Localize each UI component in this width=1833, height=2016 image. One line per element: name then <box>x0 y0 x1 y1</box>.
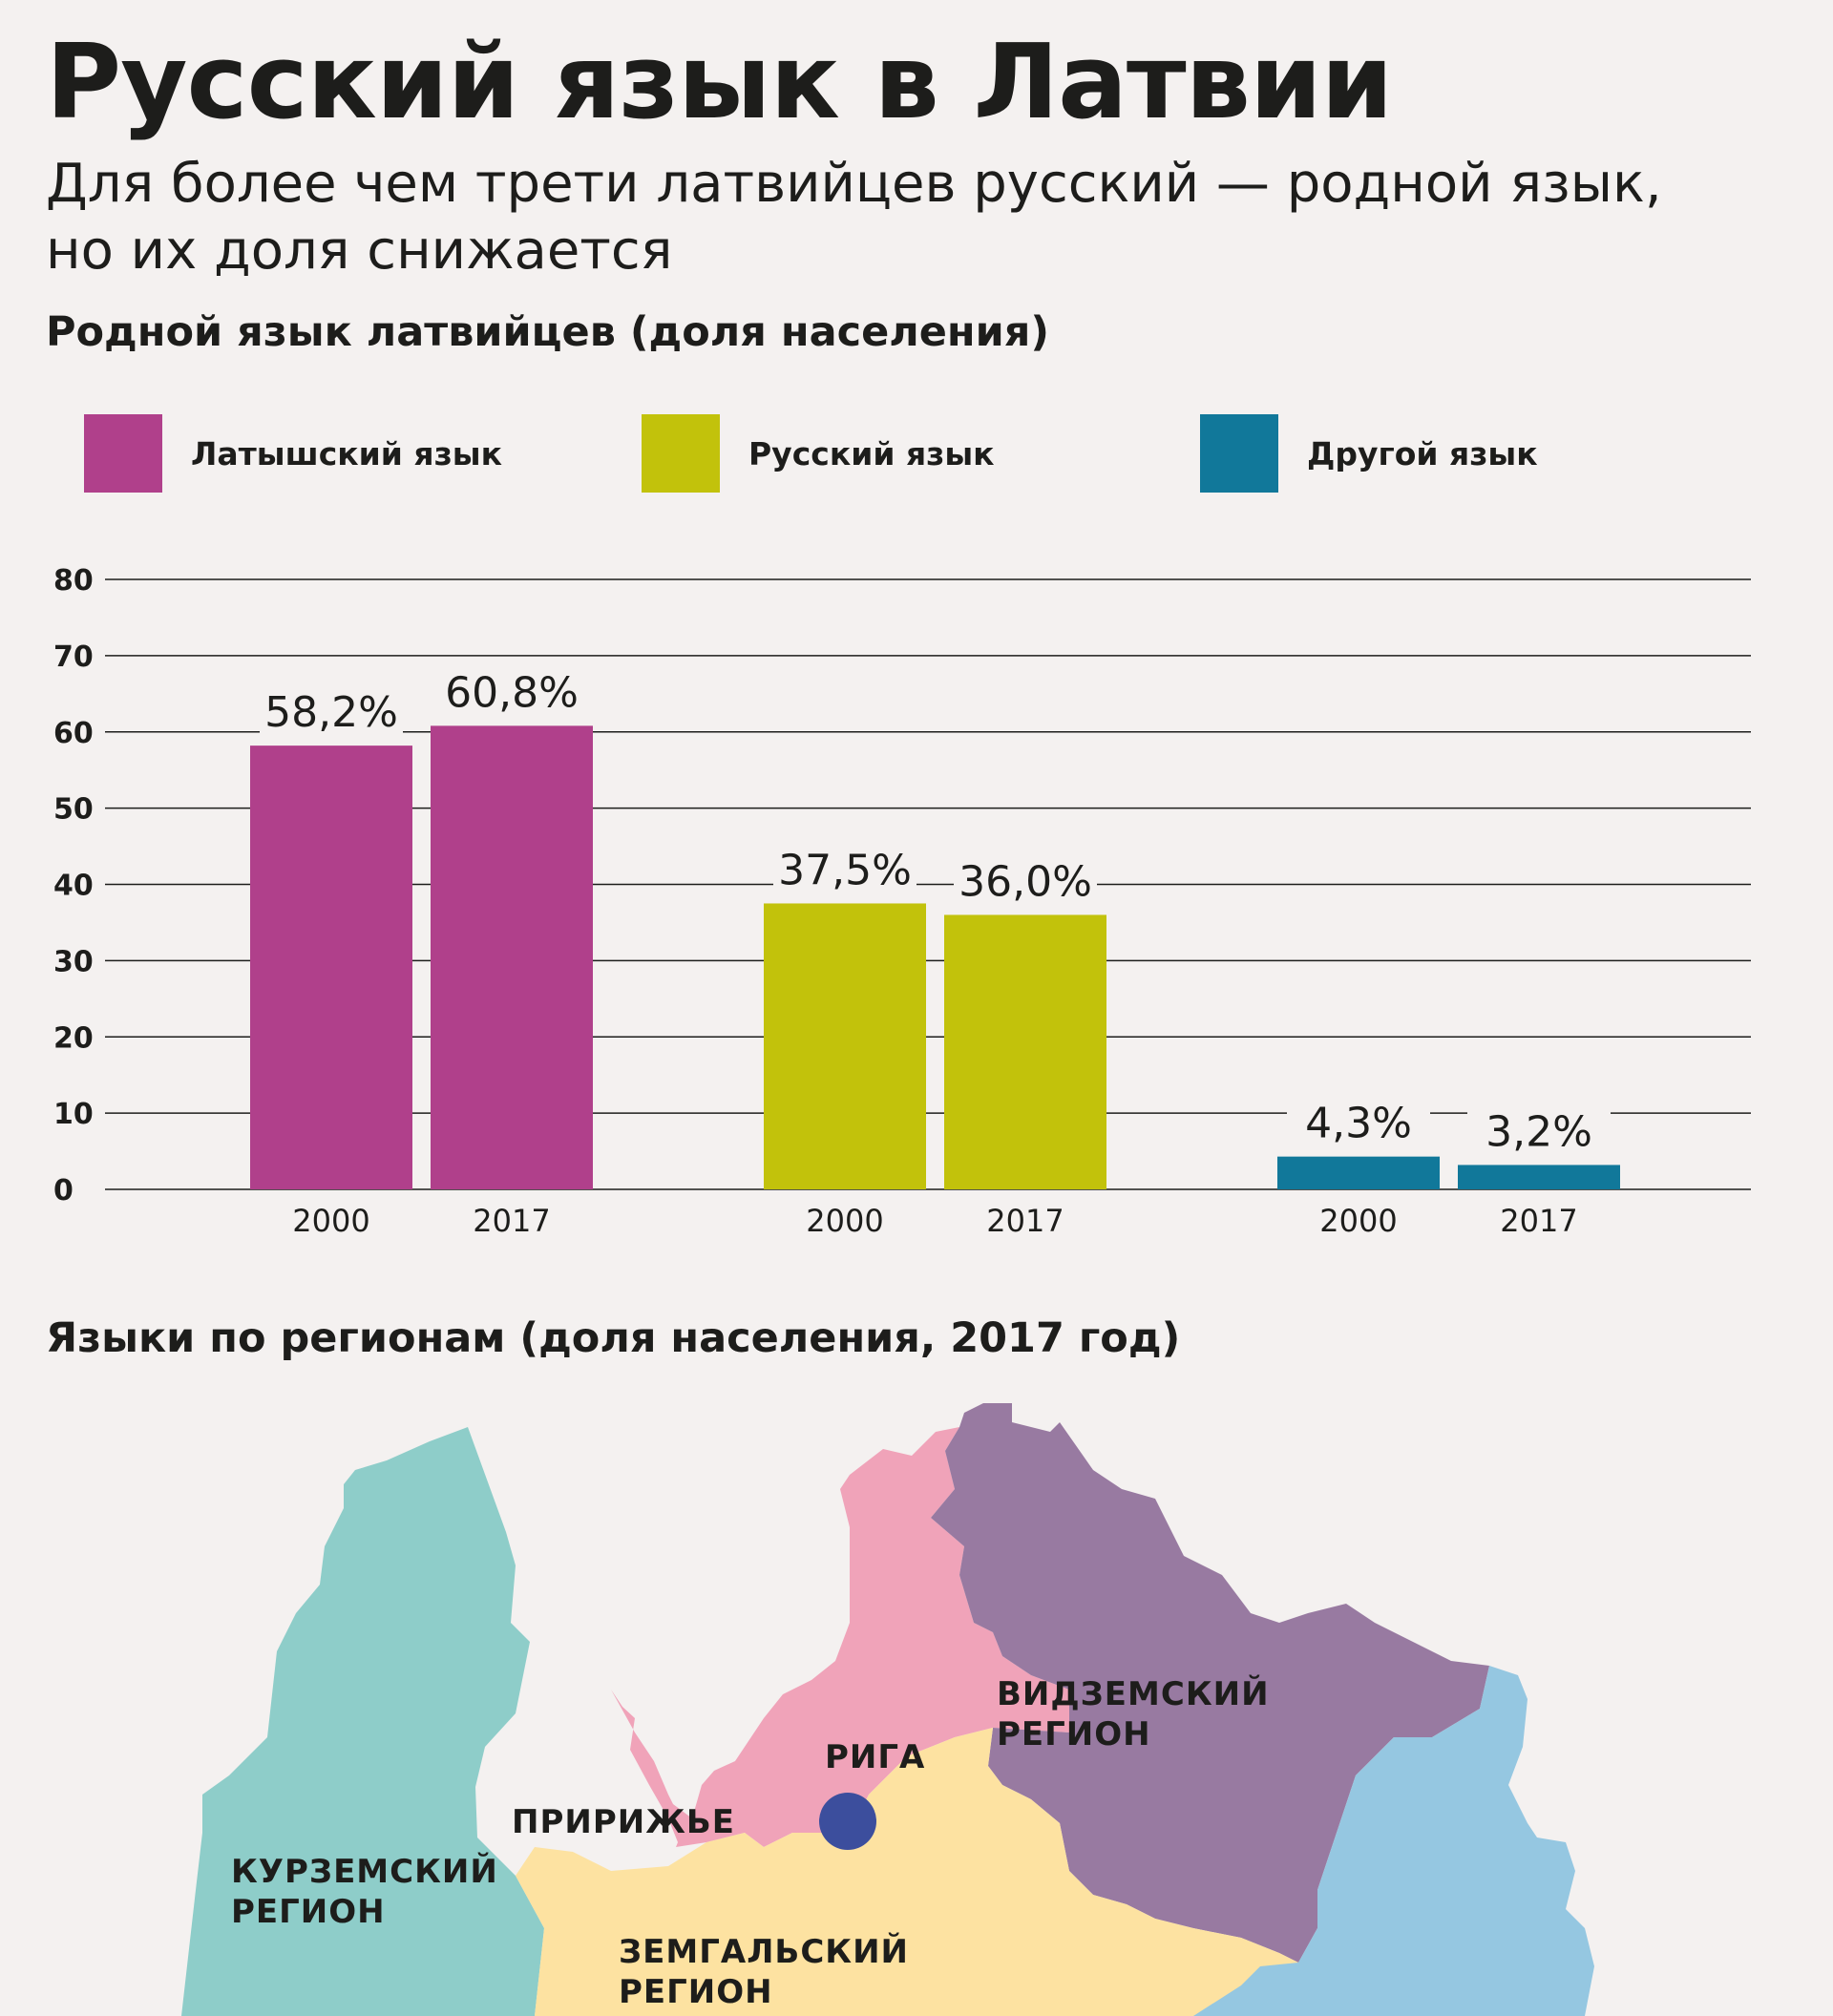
y-tick-label-20: 20 <box>53 1021 94 1055</box>
y-tick-label-50: 50 <box>53 793 94 827</box>
bar-0-2000 <box>250 746 412 1189</box>
map-region-pieriga <box>611 1427 1069 1866</box>
map-label-kurzeme-line-1: КУРЗЕМСКИЙ <box>231 1852 498 1891</box>
value-label-bg-1-2017 <box>954 855 1097 906</box>
bar-0-2017 <box>431 725 593 1189</box>
map-label-zemgale: ЗЕМГАЛЬСКИЙ РЕГИОН <box>619 1932 921 2011</box>
bar-1-2017 <box>944 914 1106 1189</box>
x-tick-label-0-2000: 2000 <box>292 1203 369 1239</box>
y-tick-label-0: 0 <box>53 1174 74 1208</box>
map-section-title: Языки по регионам (доля населения, 2017 … <box>46 1314 1181 1362</box>
map-label-kurzeme: КУРЗЕМСКИЙ РЕГИОН <box>231 1852 511 1931</box>
page-title: Русский язык в Латвии <box>46 23 1393 142</box>
value-label-2-2017: 3,2% <box>1485 1107 1592 1156</box>
chart-section-title: Родной язык латвийцев (доля населения) <box>46 308 1050 356</box>
value-label-bg-0-2000 <box>260 686 403 737</box>
value-label-bg-0-2017 <box>440 666 583 717</box>
map-label-vidzeme-line-1: ВИДЗЕМСКИЙ <box>997 1674 1270 1713</box>
legend-swatch-latvian <box>84 414 162 493</box>
map-label-kurzeme-line-2: РЕГИОН <box>231 1893 386 1931</box>
legend-label-latvian: Латышский язык <box>191 434 502 472</box>
y-tick-label-40: 40 <box>53 870 94 903</box>
x-tick-label-1-2017: 2017 <box>986 1203 1064 1239</box>
value-label-1-2000: 37,5% <box>778 846 912 894</box>
page-subtitle: Для более чем трети латвийцев русский — … <box>46 153 1662 282</box>
regions-map: РИГА КУРЗЕМСКИЙ РЕГИОН ПРИРИЖЬЕ ВИДЗЕМСК… <box>181 1403 1594 2016</box>
x-tick-label-2-2017: 2017 <box>1500 1203 1577 1239</box>
x-tick-label-2-2000: 2000 <box>1319 1203 1397 1239</box>
map-region-kurzeme <box>181 1427 544 2016</box>
y-tick-label-10: 10 <box>53 1098 94 1131</box>
map-label-pieriga-line-1: ПРИРИЖЬЕ <box>512 1803 735 1841</box>
legend-item-russian: Русский язык <box>642 414 995 493</box>
x-tick-label-1-2000: 2000 <box>806 1203 883 1239</box>
y-tick-label-60: 60 <box>53 717 94 750</box>
bar-2-2017 <box>1458 1165 1620 1189</box>
map-label-zemgale-line-2: РЕГИОН <box>619 1973 773 2011</box>
value-label-bg-1-2000 <box>773 844 916 894</box>
map-label-pieriga: ПРИРИЖЬЕ <box>512 1803 735 1841</box>
bar-chart: 0 10 20 30 40 50 60 70 80 58,2% 2000 60,8% 2017 37,5%… <box>53 564 1751 1239</box>
legend-swatch-russian <box>642 414 720 493</box>
legend-label-russian: Русский язык <box>748 434 995 472</box>
legend-swatch-other <box>1200 414 1278 493</box>
legend-item-other: Другой язык <box>1200 414 1538 493</box>
map-label-vidzeme-line-2: РЕГИОН <box>997 1715 1151 1754</box>
y-tick-label-80: 80 <box>53 564 94 598</box>
value-label-2-2000: 4,3% <box>1305 1100 1412 1148</box>
x-tick-label-0-2017: 2017 <box>473 1203 550 1239</box>
map-region-vidzeme <box>931 1403 1489 1963</box>
map-label-vidzeme: ВИДЗЕМСКИЙ РЕГИОН <box>997 1674 1281 1754</box>
value-label-0-2000: 58,2% <box>264 688 398 737</box>
value-label-0-2017: 60,8% <box>445 668 579 717</box>
map-region-zemgale <box>516 1728 1298 2016</box>
y-tick-label-70: 70 <box>53 640 94 674</box>
map-region-latgale <box>1193 1666 1594 2016</box>
riga-city-label: РИГА <box>825 1738 925 1776</box>
value-label-bg-2-2000 <box>1287 1097 1430 1147</box>
legend-item-latvian: Латышский язык <box>84 414 502 493</box>
value-label-1-2017: 36,0% <box>959 857 1092 906</box>
bar-1-2000 <box>764 903 926 1189</box>
y-tick-label-30: 30 <box>53 945 94 978</box>
value-label-bg-2-2017 <box>1467 1105 1611 1156</box>
bar-2-2000 <box>1277 1156 1440 1189</box>
riga-city-marker <box>819 1793 876 1850</box>
map-label-zemgale-line-1: ЗЕМГАЛЬСКИЙ <box>619 1932 909 1971</box>
legend-label-other: Другой язык <box>1307 434 1538 472</box>
